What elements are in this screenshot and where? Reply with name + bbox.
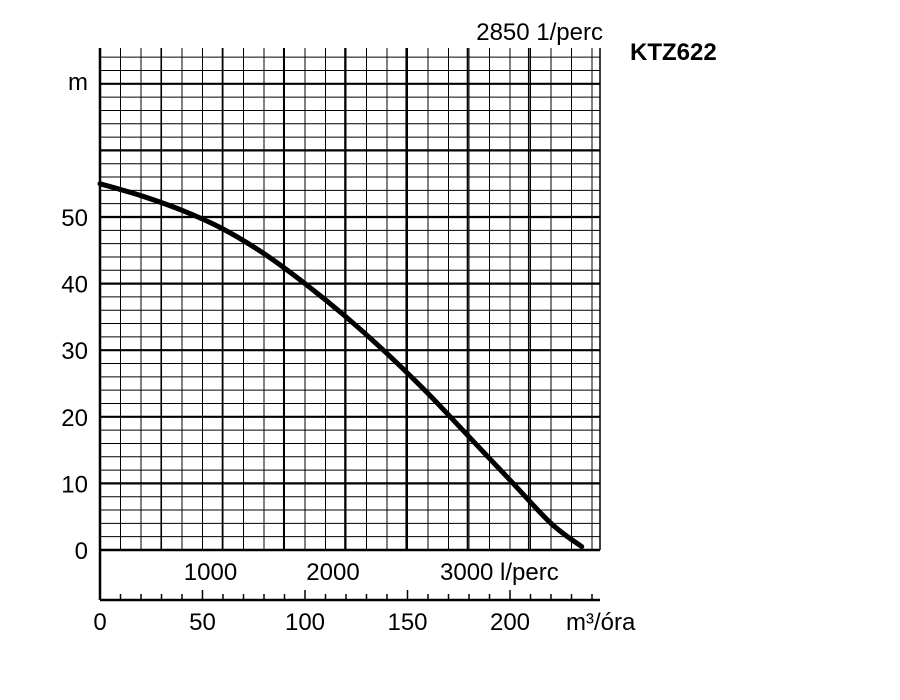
y-axis-label: m [68,69,88,96]
y-tick-label: 0 [75,538,88,565]
y-tick-label: 40 [61,272,88,299]
chart-title: KTZ622 [630,39,717,66]
x-axis-label: m³/óra [566,609,636,636]
secondary-x-tick-label: 2000 [306,559,359,586]
x-tick-label: 100 [285,609,325,636]
x-tick-label: 50 [189,609,216,636]
secondary-x-tick-label: 3000 l/perc [440,559,559,586]
chart-grid [100,48,600,550]
chart-subtitle: 2850 1/perc [476,19,603,46]
pump-curve-line [97,181,585,550]
chart-frame [98,48,601,602]
axis-labels: 0 10 20 30 40 50 m 0 50 100 150 200 m³/óra 1000 2000 30… [61,19,716,636]
y-tick-label: 20 [61,405,88,432]
x-tick-label: 0 [93,609,106,636]
y-tick-label: 30 [61,338,88,365]
series-line [97,181,585,550]
secondary-x-tick-label: 1000 [184,559,237,586]
y-tick-label: 10 [61,471,88,498]
x-tick-label: 200 [490,609,530,636]
x-tick-label: 150 [387,609,427,636]
y-tick-label: 50 [61,205,88,232]
